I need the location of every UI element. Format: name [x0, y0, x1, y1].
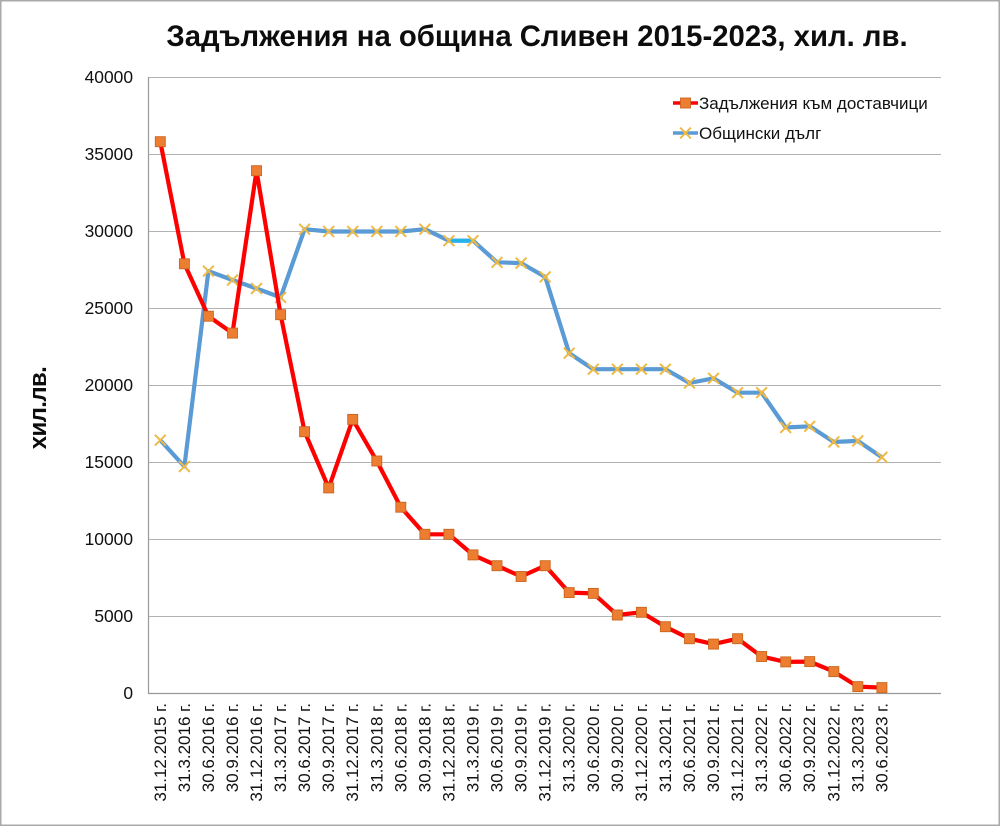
svg-text:40000: 40000 [85, 67, 133, 87]
svg-text:31.12.2016 г.: 31.12.2016 г. [247, 703, 266, 802]
svg-text:30000: 30000 [85, 221, 133, 241]
svg-text:31.12.2019 г.: 31.12.2019 г. [536, 703, 555, 802]
svg-text:31.12.2018 г.: 31.12.2018 г. [439, 703, 458, 802]
svg-text:30.6.2019 г.: 30.6.2019 г. [488, 703, 507, 792]
svg-text:30.9.2017 г.: 30.9.2017 г. [319, 703, 338, 792]
svg-text:31.3.2023 г.: 31.3.2023 г. [848, 703, 867, 792]
svg-text:31.3.2022 г.: 31.3.2022 г. [752, 703, 771, 792]
svg-text:25000: 25000 [85, 298, 133, 318]
svg-text:30.6.2017 г.: 30.6.2017 г. [295, 703, 314, 792]
svg-text:Задължения към доставчици: Задължения към доставчици [699, 94, 928, 113]
svg-text:15000: 15000 [85, 452, 133, 472]
svg-text:31.12.2021 г.: 31.12.2021 г. [728, 703, 747, 802]
svg-text:30.6.2023 г.: 30.6.2023 г. [872, 703, 891, 792]
svg-text:31.3.2017 г.: 31.3.2017 г. [271, 703, 290, 792]
svg-text:30.6.2020 г.: 30.6.2020 г. [584, 703, 603, 792]
svg-text:31.12.2020 г.: 31.12.2020 г. [632, 703, 651, 802]
svg-text:31.12.2017 г.: 31.12.2017 г. [343, 703, 362, 802]
svg-text:30.9.2020 г.: 30.9.2020 г. [608, 703, 627, 792]
svg-text:31.3.2020 г.: 31.3.2020 г. [560, 703, 579, 792]
svg-text:35000: 35000 [85, 144, 133, 164]
svg-text:хил.лв.: хил.лв. [25, 367, 52, 449]
svg-text:30.9.2022 г.: 30.9.2022 г. [800, 703, 819, 792]
svg-text:5000: 5000 [94, 606, 133, 626]
svg-text:30.9.2019 г.: 30.9.2019 г. [512, 703, 531, 792]
svg-text:30.6.2022 г.: 30.6.2022 г. [776, 703, 795, 792]
svg-text:30.6.2021 г.: 30.6.2021 г. [680, 703, 699, 792]
svg-text:30.6.2018 г.: 30.6.2018 г. [391, 703, 410, 792]
svg-text:Общински дълг: Общински дълг [699, 124, 821, 143]
svg-text:30.9.2018 г.: 30.9.2018 г. [415, 703, 434, 792]
svg-text:31.3.2018 г.: 31.3.2018 г. [367, 703, 386, 792]
svg-text:30.9.2016 г.: 30.9.2016 г. [223, 703, 242, 792]
svg-text:30.9.2021 г.: 30.9.2021 г. [704, 703, 723, 792]
svg-text:0: 0 [123, 683, 133, 703]
svg-text:31.12.2015 г.: 31.12.2015 г. [151, 703, 170, 802]
svg-text:30.6.2016 г.: 30.6.2016 г. [199, 703, 218, 792]
svg-text:20000: 20000 [85, 375, 133, 395]
svg-text:31.3.2019 г.: 31.3.2019 г. [464, 703, 483, 792]
svg-text:10000: 10000 [85, 529, 133, 549]
svg-text:31.3.2021 г.: 31.3.2021 г. [656, 703, 675, 792]
svg-text:31.3.2016 г.: 31.3.2016 г. [175, 703, 194, 792]
svg-text:Задължения на община Сливен 20: Задължения на община Сливен 2015-2023, х… [166, 20, 907, 53]
svg-text:31.12.2022 г.: 31.12.2022 г. [824, 703, 843, 802]
